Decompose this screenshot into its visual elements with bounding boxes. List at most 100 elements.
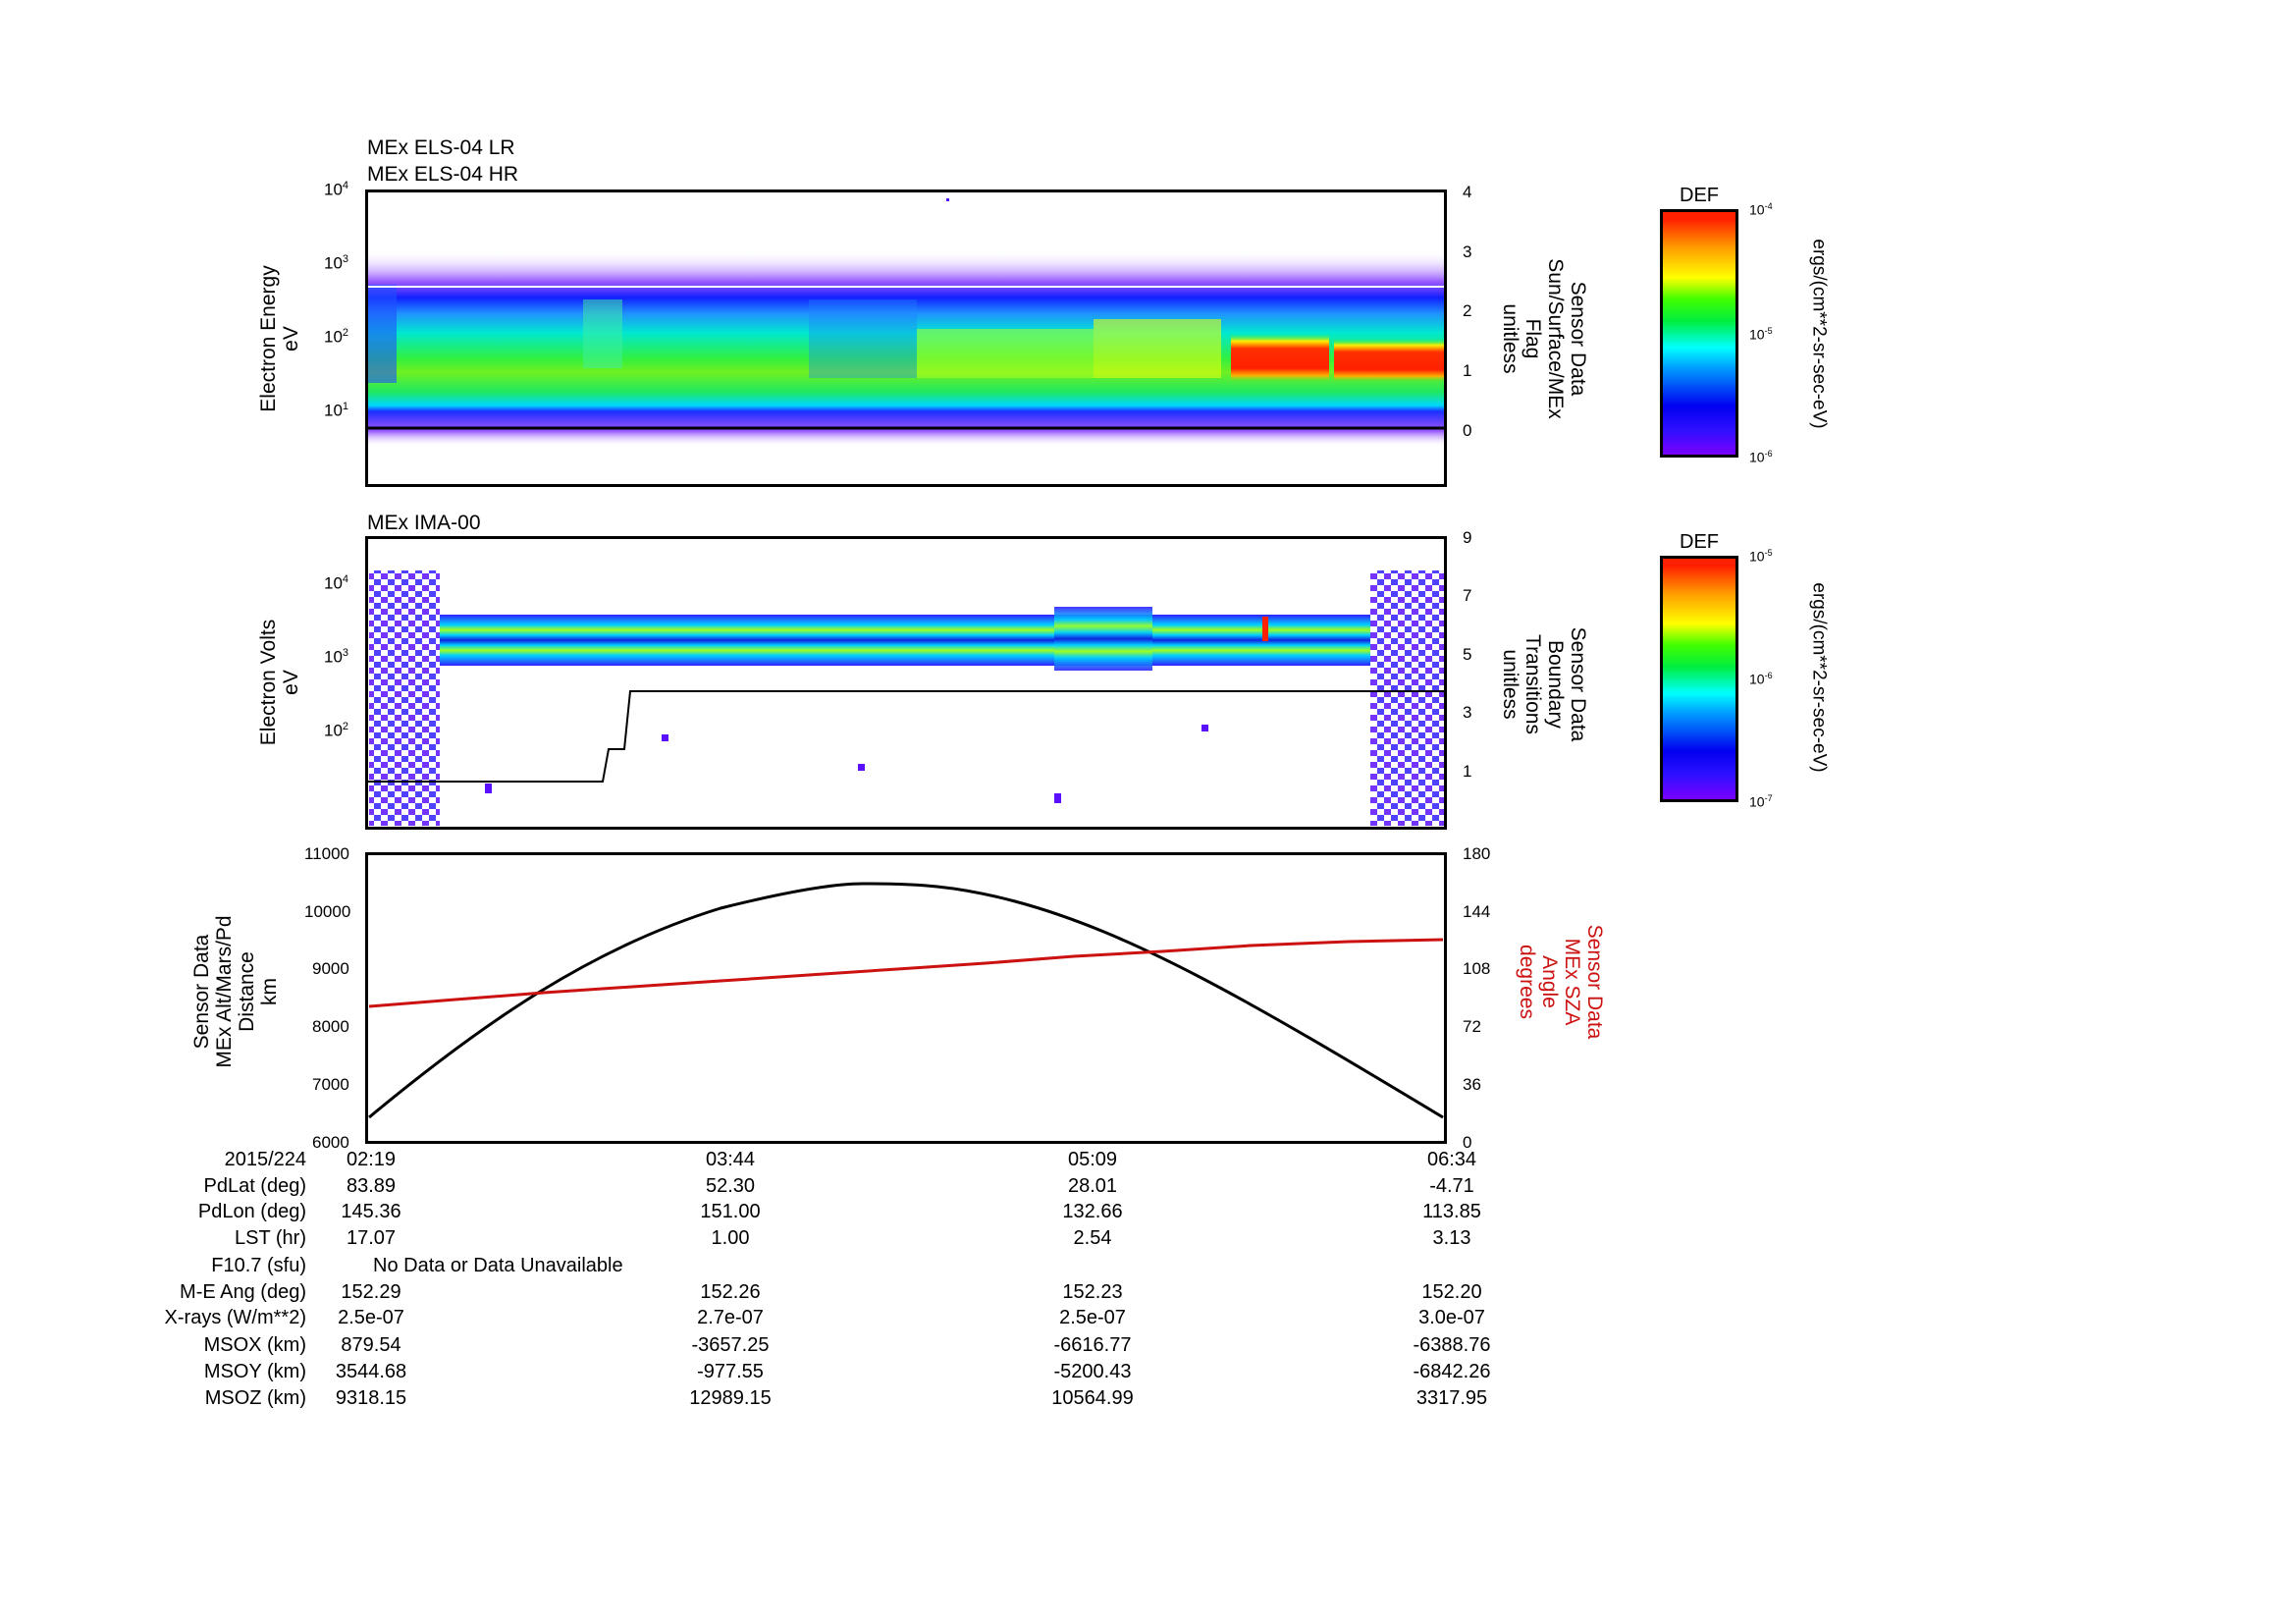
- panel1-y2tick: 1: [1463, 361, 1472, 380]
- colorbar1-min: 10-6: [1749, 449, 1773, 465]
- panel1-y2tick: 3: [1463, 243, 1472, 261]
- row-value: 10564.99: [1051, 1387, 1134, 1409]
- panel3-frame: [365, 852, 1447, 1144]
- row-value: 2.7e-07: [697, 1307, 764, 1328]
- panel2-y2tick: 5: [1463, 645, 1472, 664]
- panel1-ytick-1e3: 103: [324, 253, 349, 273]
- colorbar1-title: DEF: [1680, 185, 1719, 206]
- date-label: 2015/224: [224, 1149, 306, 1170]
- panel3-left-axis-label: Sensor Data MEx Alt/Mars/Pd Distance km: [190, 915, 281, 1068]
- row-value: -6388.76: [1413, 1334, 1491, 1356]
- panel1-title-lr: MEx ELS-04 LR: [367, 136, 515, 159]
- panel1-ytick-1e2: 102: [324, 327, 349, 347]
- panel2-ytick-1e4: 104: [324, 573, 349, 593]
- row-value: 2.5e-07: [338, 1307, 404, 1328]
- row-label-msoy: MSOY (km): [203, 1361, 306, 1382]
- time-tick: 06:34: [1426, 1149, 1477, 1170]
- row-label-pdlat: PdLat (deg): [203, 1175, 306, 1197]
- panel3-y2tick: 0: [1463, 1133, 1472, 1152]
- row-value: 1.00: [711, 1227, 750, 1249]
- row-value: 9318.15: [335, 1387, 407, 1409]
- panel3-y2tick: 108: [1463, 959, 1491, 978]
- row-value: -5200.43: [1053, 1361, 1132, 1382]
- panel3-ytick: 11000: [304, 844, 350, 863]
- panel1-frame: [365, 189, 1447, 487]
- row-value: -977.55: [697, 1361, 764, 1382]
- colorbar2-mid: 10-6: [1749, 671, 1773, 687]
- panel1-y2tick: 2: [1463, 301, 1472, 320]
- row-label-me-ang: M-E Ang (deg): [180, 1281, 306, 1303]
- colorbar1-mid: 10-5: [1749, 326, 1773, 343]
- panel3-right-axis-label: Sensor Data MEx SZA Angle degrees: [1516, 924, 1606, 1040]
- row-value: 152.20: [1421, 1281, 1482, 1303]
- panel3-lines: [368, 882, 1444, 1119]
- panel1-right-axis-label: Sensor Data Sun/Surface/MEx Flag unitles…: [1499, 258, 1589, 419]
- panel3-ytick: 10000: [304, 902, 351, 921]
- row-label-f107: F10.7 (sfu): [211, 1255, 306, 1276]
- colorbar1: [1660, 209, 1738, 458]
- colorbar2-units: ergs/(cm**2-sr-sec-eV): [1808, 582, 1830, 773]
- row-value: 52.30: [705, 1175, 756, 1197]
- panel1-y2tick: 4: [1463, 183, 1472, 201]
- panel3-y2tick: 36: [1463, 1075, 1481, 1094]
- panel2-y2tick: 3: [1463, 703, 1472, 722]
- row-value: -3657.25: [691, 1334, 770, 1356]
- panel2-y2tick: 9: [1463, 528, 1472, 547]
- time-tick: 05:09: [1067, 1149, 1118, 1170]
- row-label-msoz: MSOZ (km): [204, 1387, 306, 1409]
- row-label-xrays: X-rays (W/m**2): [164, 1307, 306, 1328]
- panel1-y2tick: 0: [1463, 421, 1472, 440]
- colorbar2-min: 10-7: [1749, 793, 1773, 810]
- panel3-y2tick: 144: [1463, 902, 1491, 921]
- colorbar1-units: ergs/(cm**2-sr-sec-eV): [1808, 239, 1830, 429]
- row-value: 17.07: [346, 1227, 397, 1249]
- panel2-ytick-1e3: 103: [324, 647, 349, 667]
- panel3-ytick: 8000: [312, 1017, 349, 1036]
- time-tick: 03:44: [705, 1149, 756, 1170]
- row-label-msox: MSOX (km): [203, 1334, 306, 1356]
- row-value: 152.29: [341, 1281, 401, 1303]
- panel2-frame: [365, 536, 1447, 830]
- row-value: -6842.26: [1413, 1361, 1491, 1382]
- row-value: 3.13: [1432, 1227, 1471, 1249]
- panel3-ytick: 9000: [312, 959, 349, 978]
- row-value: 145.36: [341, 1201, 401, 1222]
- row-value: 151.00: [700, 1201, 761, 1222]
- panel3-y2tick: 180: [1463, 844, 1491, 863]
- row-label-lst: LST (hr): [235, 1227, 306, 1249]
- panel2-y2tick: 1: [1463, 762, 1472, 781]
- row-value: 152.23: [1062, 1281, 1123, 1303]
- panel2-y2tick: 7: [1463, 586, 1472, 605]
- panel3-ytick: 7000: [312, 1075, 349, 1094]
- row-value: 152.26: [700, 1281, 761, 1303]
- panel1-ytick-1e1: 101: [324, 401, 349, 420]
- row-value: 879.54: [341, 1334, 401, 1356]
- panel2-ytick-1e2: 102: [324, 721, 349, 740]
- row-value: 3317.95: [1415, 1387, 1488, 1409]
- panel2-left-axis-label: Electron Volts eV: [257, 619, 302, 746]
- row-value: 2.5e-07: [1059, 1307, 1126, 1328]
- colorbar2-title: DEF: [1680, 531, 1719, 553]
- row-value: 83.89: [346, 1175, 397, 1197]
- panel1-spectrogram: [367, 198, 1445, 447]
- colorbar2-max: 10-5: [1749, 548, 1773, 565]
- panel3-ytick: 6000: [312, 1133, 349, 1152]
- panel2-title: MEx IMA-00: [367, 512, 481, 534]
- row-value: 12989.15: [689, 1387, 772, 1409]
- f107-no-data-note: No Data or Data Unavailable: [373, 1255, 623, 1276]
- row-value: -4.71: [1429, 1175, 1474, 1197]
- row-value: 113.85: [1422, 1201, 1481, 1222]
- row-value: 132.66: [1062, 1201, 1123, 1222]
- panel2-right-axis-label: Sensor Data Boundary Transitions unitles…: [1499, 626, 1589, 742]
- panel2-spectrogram: [367, 570, 1445, 826]
- row-value: 28.01: [1067, 1175, 1118, 1197]
- row-value: 2.54: [1073, 1227, 1112, 1249]
- panel1-ytick-1e4: 104: [324, 180, 349, 199]
- colorbar1-max: 10-4: [1749, 201, 1773, 218]
- time-tick: 02:19: [346, 1149, 397, 1170]
- row-label-pdlon: PdLon (deg): [197, 1201, 306, 1222]
- panel1-left-axis-label: Electron Energy eV: [257, 265, 302, 412]
- row-value: 3544.68: [335, 1361, 407, 1382]
- panel3-y2tick: 72: [1463, 1017, 1481, 1036]
- colorbar2: [1660, 556, 1738, 802]
